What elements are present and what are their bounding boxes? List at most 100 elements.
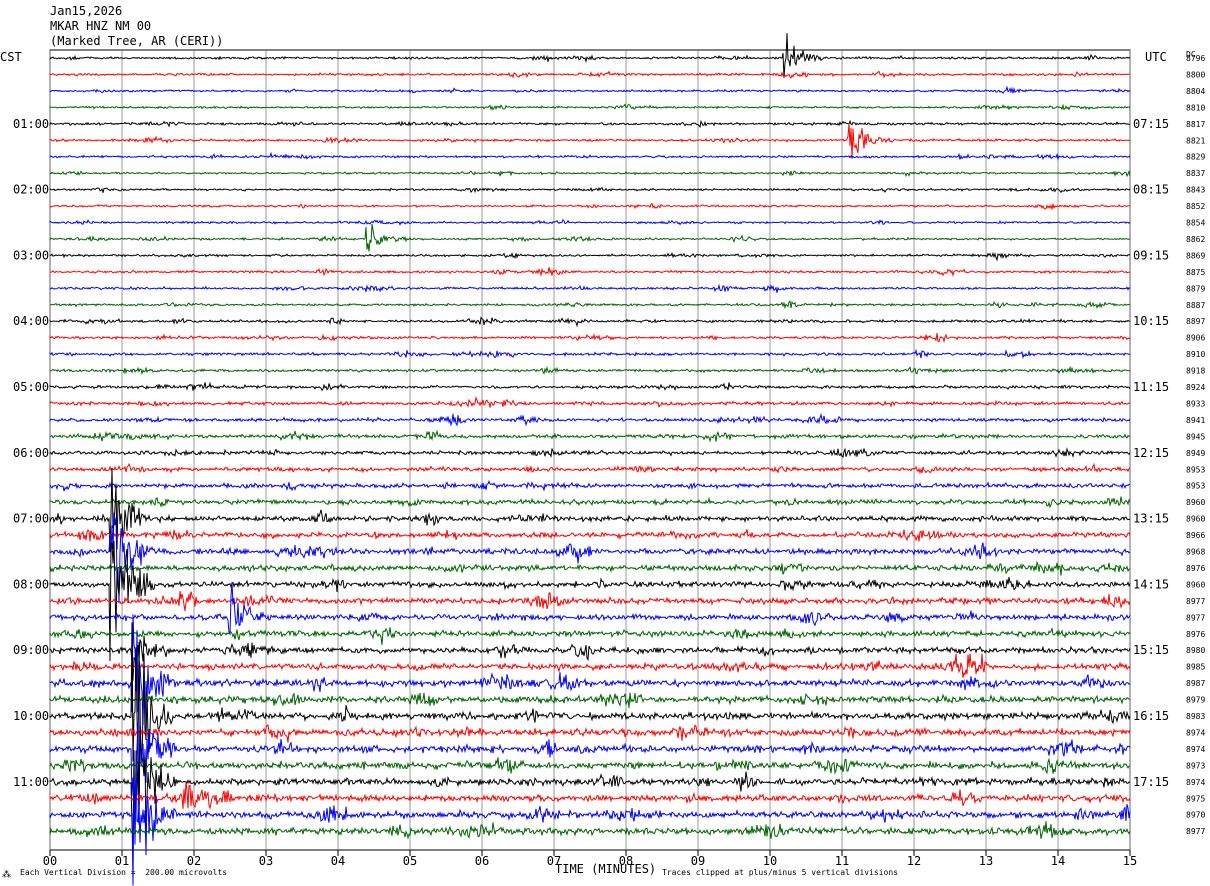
trace-line bbox=[49, 333, 1131, 344]
trace-line bbox=[49, 462, 1131, 475]
x-tick-label: 13 bbox=[979, 854, 993, 868]
dc-offset-label: 8897 bbox=[1186, 317, 1205, 326]
x-tick-label: 14 bbox=[1051, 854, 1065, 868]
trace-line bbox=[49, 614, 1131, 735]
right-hour-label: 15:15 bbox=[1133, 643, 1169, 657]
dc-offset-label: 8910 bbox=[1186, 350, 1205, 359]
left-hour-label: 11:00 bbox=[13, 775, 49, 789]
trace-line bbox=[49, 70, 1131, 79]
dc-offset-label: 8875 bbox=[1186, 268, 1205, 277]
trace-line bbox=[49, 781, 1131, 810]
dc-offset-label: 8796 bbox=[1186, 54, 1205, 63]
right-hour-label: 08:15 bbox=[1133, 183, 1169, 197]
dc-offset-label: 8953 bbox=[1186, 482, 1205, 491]
dc-offset-label: 8976 bbox=[1186, 564, 1205, 573]
dc-offset-label: 8804 bbox=[1186, 87, 1205, 96]
trace-line bbox=[49, 627, 1131, 645]
trace-line bbox=[49, 467, 1131, 552]
trace-line bbox=[49, 103, 1131, 111]
right-hour-label: 07:15 bbox=[1133, 117, 1169, 131]
dc-offset-label: 8918 bbox=[1186, 367, 1205, 376]
x-axis-label: TIME (MINUTES) bbox=[555, 862, 657, 876]
corner-mark: ⁂ bbox=[2, 870, 11, 880]
right-hour-label: 16:15 bbox=[1133, 709, 1169, 723]
x-tick-label: 07 bbox=[547, 854, 561, 868]
trace-line bbox=[49, 590, 1131, 611]
dc-offset-label: 8977 bbox=[1186, 613, 1205, 622]
right-hour-label: 09:15 bbox=[1133, 248, 1169, 262]
dc-offset-label: 8977 bbox=[1186, 597, 1205, 606]
dc-offset-label: 8974 bbox=[1186, 778, 1205, 787]
header-location: (Marked Tree, AR (CERI)) bbox=[50, 34, 224, 48]
trace-line bbox=[49, 757, 1131, 775]
dc-offset-label: 8945 bbox=[1186, 432, 1205, 441]
x-tick-label: 03 bbox=[259, 854, 273, 868]
trace-line bbox=[49, 202, 1131, 211]
dc-offset-label: 8829 bbox=[1186, 153, 1205, 162]
dc-offset-label: 8887 bbox=[1186, 301, 1205, 310]
vertical-division-note: Each Vertical Division = 200.00 microvol… bbox=[20, 868, 228, 877]
trace-line bbox=[49, 219, 1131, 226]
left-hour-label: 02:00 bbox=[13, 183, 49, 197]
right-hour-label: 11:15 bbox=[1133, 380, 1169, 394]
x-tick-label: 00 bbox=[43, 854, 57, 868]
right-hour-label: 17:15 bbox=[1133, 775, 1169, 789]
dc-offset-label: 8973 bbox=[1186, 761, 1205, 770]
trace-line bbox=[49, 724, 1131, 743]
clip-note: Traces clipped at plus/minus 5 vertical … bbox=[662, 868, 899, 877]
x-tick-label: 15 bbox=[1123, 854, 1137, 868]
trace-line bbox=[49, 582, 1131, 636]
trace-line bbox=[49, 726, 1131, 847]
trace-line bbox=[49, 699, 1131, 825]
left-hour-label: 07:00 bbox=[13, 512, 49, 526]
trace-line bbox=[49, 223, 1131, 252]
dc-offset-label: 8949 bbox=[1186, 449, 1205, 458]
trace-line bbox=[49, 412, 1131, 427]
trace-line bbox=[49, 119, 1131, 129]
dc-offset-label: 8906 bbox=[1186, 334, 1205, 343]
trace-line bbox=[49, 653, 1131, 678]
trace-line bbox=[49, 560, 1131, 576]
trace-line bbox=[49, 85, 1131, 95]
trace-line bbox=[49, 365, 1131, 376]
dc-offset-label: 8977 bbox=[1186, 827, 1205, 836]
x-tick-label: 05 bbox=[403, 854, 417, 868]
header-date: Jan15,2026 bbox=[50, 4, 123, 18]
x-tick-label: 10 bbox=[763, 854, 777, 868]
dc-offset-label: 8817 bbox=[1186, 120, 1205, 129]
left-hour-label: 01:00 bbox=[13, 117, 49, 131]
right-hour-label: 10:15 bbox=[1133, 314, 1169, 328]
trace-line bbox=[49, 512, 1131, 604]
left-hour-label: 05:00 bbox=[13, 380, 49, 394]
trace-line bbox=[49, 33, 1131, 78]
left-hour-label: 09:00 bbox=[13, 643, 49, 657]
dc-offset-label: 8821 bbox=[1186, 136, 1205, 145]
trace-line bbox=[49, 283, 1131, 293]
trace-line bbox=[49, 635, 1131, 681]
trace-line bbox=[49, 540, 1131, 662]
dc-label: DC bbox=[1186, 50, 1196, 59]
dc-offset-label: 8960 bbox=[1186, 498, 1205, 507]
dc-offset-label: 8810 bbox=[1186, 103, 1205, 112]
dc-offset-label: 8976 bbox=[1186, 630, 1205, 639]
dc-offset-label: 8862 bbox=[1186, 235, 1205, 244]
trace-line bbox=[49, 447, 1131, 459]
x-tick-label: 01 bbox=[115, 854, 129, 868]
x-tick-label: 09 bbox=[691, 854, 705, 868]
trace-line bbox=[49, 300, 1131, 310]
trace-line bbox=[49, 151, 1131, 161]
trace-line bbox=[49, 396, 1131, 409]
dc-offset-label: 8953 bbox=[1186, 465, 1205, 474]
trace-line bbox=[49, 429, 1131, 443]
trace-line bbox=[49, 186, 1131, 194]
dc-offset-label: 8941 bbox=[1186, 416, 1205, 425]
left-hour-label: 08:00 bbox=[13, 577, 49, 591]
dc-offset-label: 8975 bbox=[1186, 794, 1205, 803]
left-hour-label: 06:00 bbox=[13, 446, 49, 460]
x-tick-label: 02 bbox=[187, 854, 201, 868]
trace-line bbox=[49, 267, 1130, 277]
x-tick-label: 04 bbox=[331, 854, 345, 868]
dc-offset-label: 8987 bbox=[1186, 679, 1205, 688]
dc-offset-label: 8933 bbox=[1186, 399, 1205, 408]
dc-offset-label: 8970 bbox=[1186, 811, 1205, 820]
